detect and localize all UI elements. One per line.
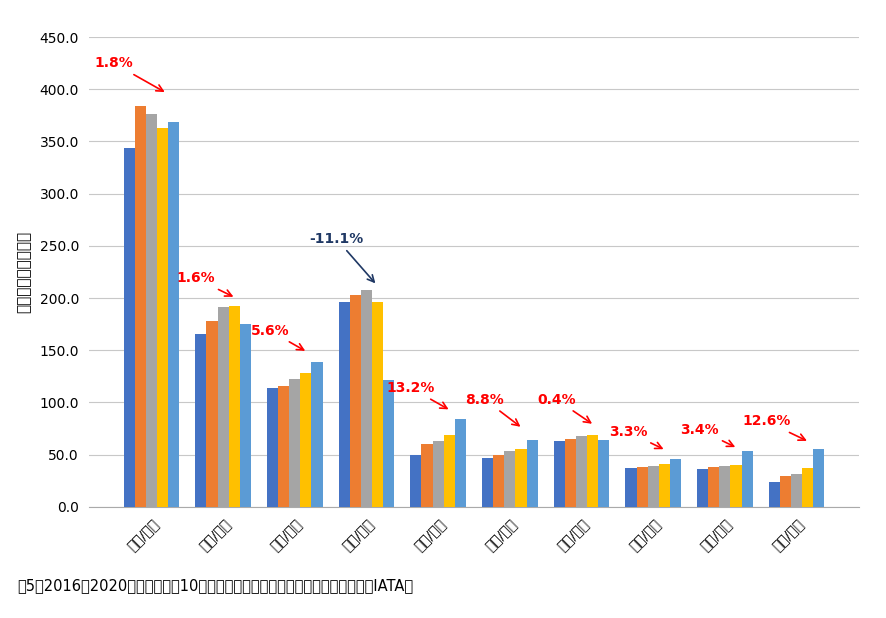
Text: 13.2%: 13.2%	[386, 381, 447, 408]
Bar	[229, 307, 240, 507]
Bar	[124, 148, 135, 507]
Bar	[730, 465, 742, 507]
Bar	[516, 449, 526, 507]
Bar	[267, 387, 278, 507]
Bar	[432, 441, 444, 507]
Bar	[312, 362, 323, 507]
Text: 5.6%: 5.6%	[251, 324, 304, 350]
Bar	[146, 114, 157, 507]
Bar	[195, 334, 206, 507]
Bar	[576, 436, 587, 507]
Bar	[157, 128, 168, 507]
Bar	[791, 475, 802, 507]
Text: 12.6%: 12.6%	[742, 415, 805, 440]
Bar	[372, 302, 383, 507]
Bar	[626, 468, 636, 507]
Bar	[218, 307, 229, 507]
Bar	[338, 302, 350, 507]
Bar	[278, 386, 289, 507]
Bar	[444, 434, 455, 507]
Bar	[410, 455, 422, 507]
Y-axis label: 货邮吞吐量（万吨）: 货邮吞吐量（万吨）	[16, 231, 31, 313]
Bar	[554, 441, 565, 507]
Text: 3.3%: 3.3%	[609, 425, 662, 449]
Bar	[300, 373, 312, 507]
Bar	[422, 444, 432, 507]
Bar	[482, 458, 494, 507]
Bar	[494, 455, 504, 507]
Bar	[598, 440, 610, 507]
Bar	[670, 459, 681, 507]
Bar	[526, 440, 538, 507]
Bar	[361, 290, 372, 507]
Bar	[587, 434, 598, 507]
Bar	[719, 466, 730, 507]
Bar	[240, 324, 251, 507]
Bar	[780, 476, 791, 507]
Bar	[504, 451, 516, 507]
Bar	[135, 106, 146, 507]
Bar	[565, 439, 576, 507]
Bar	[813, 449, 824, 507]
Bar	[697, 469, 708, 507]
Bar	[802, 468, 813, 507]
Bar	[636, 467, 648, 507]
Bar	[648, 466, 659, 507]
Bar	[455, 419, 466, 507]
Text: 1.8%: 1.8%	[95, 56, 163, 91]
Text: 8.8%: 8.8%	[465, 392, 519, 426]
Bar	[168, 122, 179, 507]
Text: 1.6%: 1.6%	[176, 271, 232, 296]
Bar	[659, 464, 670, 507]
Bar	[383, 381, 394, 507]
Bar	[769, 481, 780, 507]
Bar	[350, 295, 361, 507]
Text: 3.4%: 3.4%	[680, 423, 734, 446]
Text: 0.4%: 0.4%	[537, 392, 591, 423]
Bar	[206, 321, 218, 507]
Bar	[289, 379, 300, 507]
Bar	[708, 467, 719, 507]
Bar	[742, 451, 753, 507]
Text: 图5：2016～2020年我国内地前10大机场的货邮吞吐量及年均增速（数据来源：IATA）: 图5：2016～2020年我国内地前10大机场的货邮吞吐量及年均增速（数据来源：…	[18, 578, 414, 593]
Text: -11.1%: -11.1%	[309, 232, 374, 282]
